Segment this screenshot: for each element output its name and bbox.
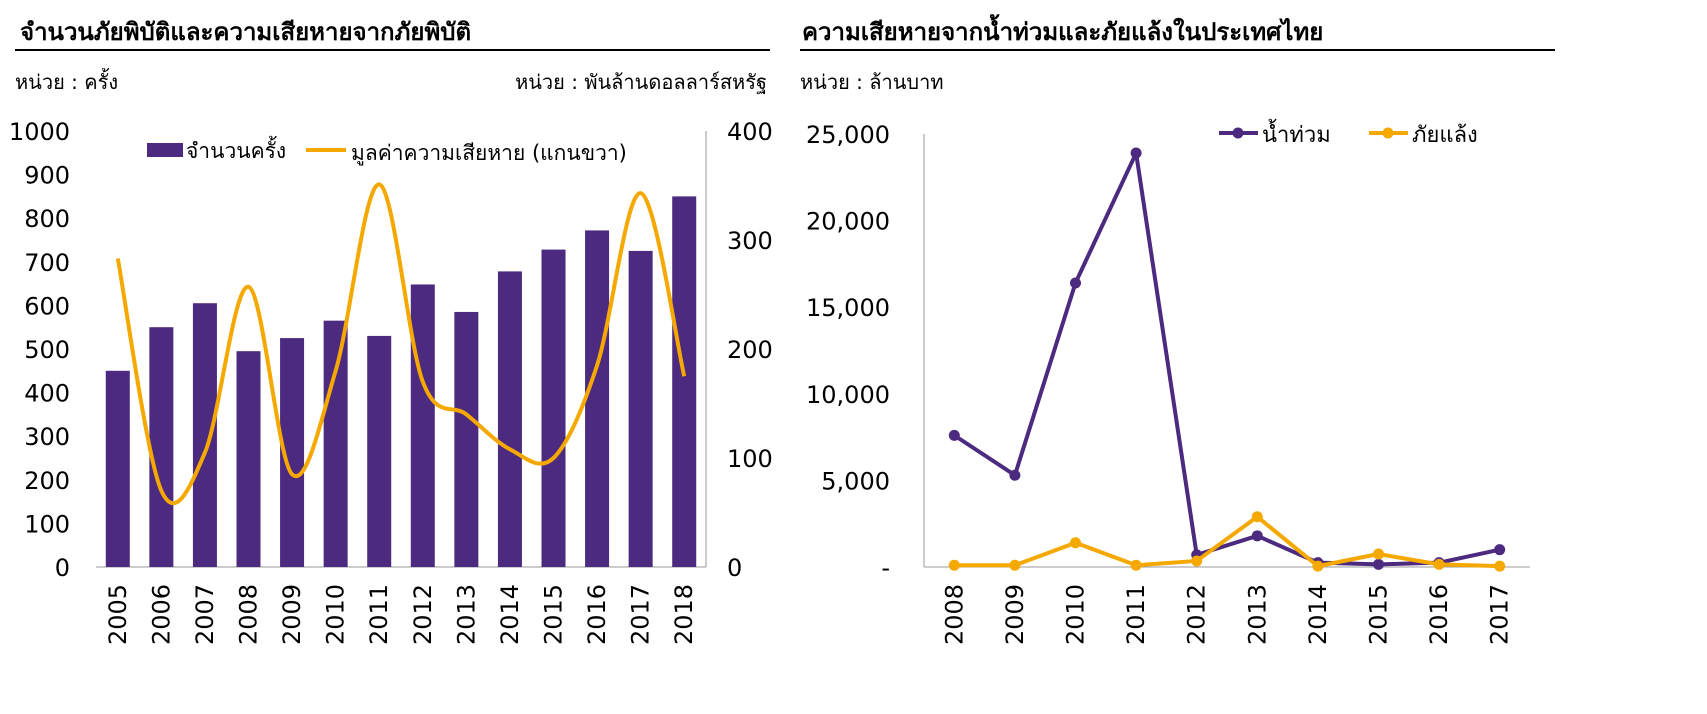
drought-point bbox=[1373, 548, 1384, 560]
bar-count bbox=[149, 327, 174, 567]
drought-point bbox=[948, 559, 960, 571]
legend-line-label: มูลค่าความเสียหาย (แกนขวา) bbox=[351, 141, 627, 166]
left-chart-title: จำนวนภัยพิบัติและความเสียหายจากภัยพิบัติ bbox=[20, 18, 472, 46]
legend-drought-marker bbox=[1382, 127, 1394, 139]
right-title-rule bbox=[800, 49, 1555, 51]
right-x-tick-label: 2017 bbox=[1486, 584, 1514, 645]
right-y-tick-label: 400 bbox=[727, 118, 773, 146]
right-x-tick-label: 2015 bbox=[1365, 584, 1393, 645]
flood-point bbox=[1373, 558, 1384, 570]
left-x-tick-label: 2014 bbox=[496, 584, 524, 645]
left-y-tick-label: 800 bbox=[24, 205, 70, 233]
flood-point bbox=[1494, 544, 1506, 556]
drought-point bbox=[1009, 559, 1021, 571]
right-chart-y-tick-label: 20,000 bbox=[806, 208, 890, 236]
right-x-tick-label: 2009 bbox=[1001, 584, 1029, 645]
right-y-tick-label: 0 bbox=[727, 554, 742, 582]
drought-point bbox=[1433, 558, 1445, 570]
flood-point bbox=[1251, 530, 1263, 542]
left-x-tick-label: 2012 bbox=[409, 584, 437, 645]
flood-line bbox=[953, 151, 1501, 567]
left-x-tick-label: 2006 bbox=[147, 584, 175, 645]
right-y-tick-label: 200 bbox=[727, 336, 773, 364]
bar-count bbox=[236, 351, 261, 567]
bar-count bbox=[628, 250, 653, 567]
legend-flood-marker bbox=[1232, 127, 1244, 139]
left-x-tick-label: 2018 bbox=[670, 584, 698, 645]
right-x-tick-label: 2013 bbox=[1243, 584, 1271, 645]
left-x-tick-label: 2005 bbox=[104, 584, 132, 645]
legend-flood-label: น้ำท่วม bbox=[1262, 119, 1331, 148]
right-chart-y-tick-label: 10,000 bbox=[806, 381, 890, 409]
bar-count bbox=[367, 335, 392, 567]
legend-drought-label: ภัยแล้ง bbox=[1412, 123, 1478, 148]
bar-count bbox=[410, 284, 435, 567]
bar-count bbox=[541, 249, 566, 568]
left-y-tick-label: 600 bbox=[24, 292, 70, 320]
right-chart-y-tick-label: - bbox=[881, 554, 890, 582]
bar-count bbox=[672, 196, 697, 567]
left-title-rule bbox=[15, 49, 770, 51]
legend-bar-swatch bbox=[147, 143, 183, 157]
bar-count bbox=[192, 303, 217, 567]
bar-count bbox=[454, 311, 479, 567]
drought-line bbox=[954, 514, 1500, 569]
drought-point bbox=[1494, 560, 1506, 572]
flood-point bbox=[1130, 147, 1142, 159]
right-chart-y-tick-label: 25,000 bbox=[806, 121, 890, 149]
drought-point bbox=[1251, 511, 1263, 523]
left-x-tick-label: 2015 bbox=[540, 584, 568, 645]
flood-point bbox=[1070, 277, 1081, 289]
left-y-tick-label: 300 bbox=[24, 423, 70, 451]
left-y-tick-label: 200 bbox=[24, 467, 70, 495]
left-x-tick-label: 2010 bbox=[322, 584, 350, 645]
left-y-tick-label: 500 bbox=[24, 336, 70, 364]
left-y-tick-label: 0 bbox=[55, 554, 70, 582]
right-x-tick-label: 2008 bbox=[940, 584, 968, 645]
right-x-tick-label: 2011 bbox=[1122, 584, 1150, 645]
drought-point bbox=[1312, 560, 1324, 572]
right-axis-unit-label: หน่วย : พันล้านดอลลาร์สหรัฐ bbox=[515, 70, 767, 94]
legend-bar-label: จำนวนครั้ง bbox=[186, 136, 286, 163]
left-x-tick-label: 2013 bbox=[452, 584, 480, 645]
drought-point bbox=[1191, 555, 1203, 567]
left-unit-label: หน่วย : ครั้ง bbox=[15, 70, 119, 94]
right-x-tick-label: 2016 bbox=[1425, 584, 1453, 645]
bar-count bbox=[323, 320, 348, 567]
left-y-tick-label: 100 bbox=[24, 510, 70, 538]
bar-count bbox=[585, 230, 610, 567]
left-x-tick-label: 2016 bbox=[583, 584, 611, 645]
right-unit-label: หน่วย : ล้านบาท bbox=[800, 70, 944, 94]
left-x-tick-label: 2009 bbox=[278, 584, 306, 645]
right-x-tick-label: 2010 bbox=[1062, 584, 1090, 645]
left-x-tick-label: 2011 bbox=[365, 584, 393, 645]
left-y-tick-label: 400 bbox=[24, 380, 70, 408]
left-y-tick-label: 900 bbox=[24, 162, 70, 190]
right-x-tick-label: 2012 bbox=[1183, 584, 1211, 645]
left-x-tick-label: 2008 bbox=[235, 584, 263, 645]
right-chart-y-tick-label: 5,000 bbox=[821, 467, 890, 495]
bar-count bbox=[497, 271, 522, 567]
right-chart-y-tick-label: 15,000 bbox=[806, 294, 890, 322]
drought-point bbox=[1130, 559, 1142, 571]
drought-point bbox=[1070, 537, 1081, 549]
right-x-tick-label: 2014 bbox=[1304, 584, 1332, 645]
left-y-tick-label: 1000 bbox=[9, 118, 70, 146]
flood-point bbox=[1009, 469, 1021, 481]
right-chart-title: ความเสียหายจากน้ำท่วมและภัยแล้งในประเทศไ… bbox=[802, 18, 1324, 46]
bar-count bbox=[105, 370, 130, 567]
left-y-tick-label: 700 bbox=[24, 249, 70, 277]
damage-value-line bbox=[115, 182, 687, 506]
right-y-tick-label: 300 bbox=[727, 227, 773, 255]
right-y-tick-label: 100 bbox=[727, 445, 773, 473]
left-x-tick-label: 2007 bbox=[191, 584, 219, 645]
left-x-tick-label: 2017 bbox=[627, 584, 655, 645]
flood-point bbox=[948, 429, 960, 441]
